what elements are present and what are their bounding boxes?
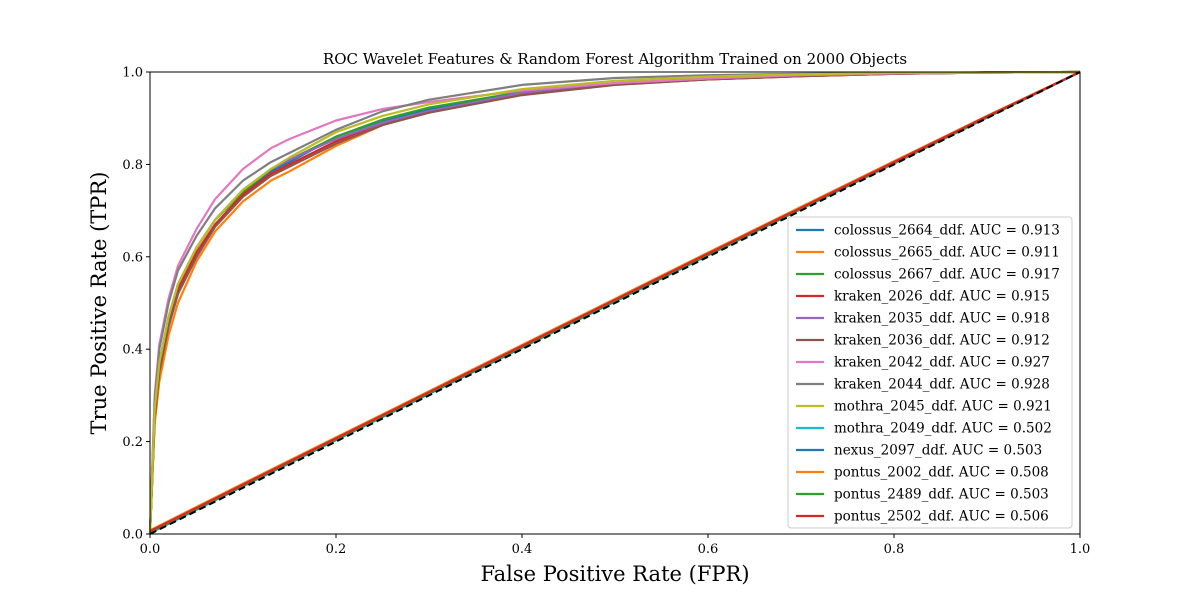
legend-label: colossus_2664_ddf. AUC = 0.913	[834, 223, 1060, 239]
legend-label: colossus_2667_ddf. AUC = 0.917	[834, 267, 1060, 283]
legend-label: kraken_2042_ddf. AUC = 0.927	[834, 355, 1050, 371]
legend-label: pontus_2489_ddf. AUC = 0.503	[834, 487, 1049, 503]
y-axis-ticks: 0.0 0.2 0.4 0.6 0.8 1.0	[122, 66, 150, 543]
y-tick-label: 0.6	[122, 250, 143, 265]
legend-label: kraken_2026_ddf. AUC = 0.915	[834, 289, 1050, 305]
y-axis-label: True Positive Rate (TPR)	[87, 172, 111, 435]
series-line-13	[149, 71, 1081, 533]
legend-label: kraken_2036_ddf. AUC = 0.912	[834, 333, 1050, 349]
plot-lines	[148, 70, 1081, 535]
legend-label: kraken_2035_ddf. AUC = 0.918	[834, 311, 1050, 327]
legend-box	[787, 216, 1073, 529]
legend: colossus_2664_ddf. AUC = 0.913 colossus_2…	[787, 216, 1073, 529]
y-tick-label: 0.8	[122, 158, 143, 173]
legend-items: colossus_2664_ddf. AUC = 0.913 colossus_2…	[796, 223, 1060, 525]
y-tick-label: 0.4	[122, 343, 143, 358]
x-tick-label: 0.2	[326, 542, 347, 557]
legend-label: pontus_2502_ddf. AUC = 0.506	[834, 509, 1049, 525]
series-line-8	[148, 70, 1081, 535]
x-tick-label: 0.6	[698, 542, 719, 557]
x-tick-label: 1.0	[1070, 542, 1091, 557]
plot-frame	[149, 71, 1081, 535]
y-tick-label: 0.0	[122, 528, 143, 543]
y-tick-label: 1.0	[122, 66, 143, 81]
x-tick-label: 0.0	[140, 542, 161, 557]
x-tick-label: 0.8	[884, 542, 905, 557]
legend-label: mothra_2045_ddf. AUC = 0.921	[834, 399, 1052, 415]
legend-label: kraken_2044_ddf. AUC = 0.928	[834, 377, 1050, 393]
reference-diagonal-line	[149, 71, 1081, 535]
chart-title: ROC Wavelet Features & Random Forest Alg…	[323, 50, 907, 68]
y-tick-label: 0.2	[122, 435, 143, 450]
legend-label: mothra_2049_ddf. AUC = 0.502	[834, 421, 1052, 437]
x-axis-ticks: 0.0 0.2 0.4 0.6 0.8 1.0	[140, 534, 1091, 557]
legend-label: pontus_2002_ddf. AUC = 0.508	[834, 465, 1049, 481]
legend-label: colossus_2665_ddf. AUC = 0.911	[834, 245, 1060, 261]
x-axis-label: False Positive Rate (FPR)	[480, 562, 749, 586]
x-tick-label: 0.4	[512, 542, 533, 557]
legend-label: nexus_2097_ddf. AUC = 0.503	[834, 443, 1042, 459]
